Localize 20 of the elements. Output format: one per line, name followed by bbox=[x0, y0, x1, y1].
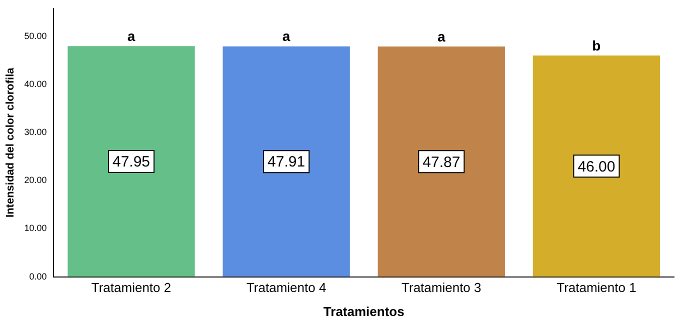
x-tick-label: Tratamiento 3 bbox=[402, 280, 482, 296]
x-tick-label: Tratamiento 1 bbox=[556, 280, 636, 296]
x-axis-title: Tratamientos bbox=[323, 304, 404, 319]
data-label: 47.91 bbox=[268, 154, 306, 171]
x-tick-label: Tratamiento 2 bbox=[91, 280, 172, 296]
data-label: 47.95 bbox=[112, 154, 150, 171]
y-tick-label: 40.00 bbox=[24, 78, 47, 89]
y-tick-label: 50.00 bbox=[24, 30, 47, 41]
y-tick-label: 20.00 bbox=[24, 175, 47, 186]
y-tick-label: 30.00 bbox=[24, 126, 47, 137]
data-label: 47.87 bbox=[422, 154, 460, 171]
y-tick-label: 0.00 bbox=[29, 271, 47, 282]
x-tick-label: Tratamiento 4 bbox=[246, 280, 326, 296]
data-label: 46.00 bbox=[578, 158, 616, 176]
y-tick-label: 10.00 bbox=[24, 223, 47, 234]
annotation: a bbox=[127, 28, 136, 44]
annotation: a bbox=[437, 28, 446, 44]
annotation: b bbox=[592, 37, 601, 54]
annotation: a bbox=[282, 28, 290, 44]
y-axis-title: Intensidad del color clorofila bbox=[4, 66, 17, 218]
